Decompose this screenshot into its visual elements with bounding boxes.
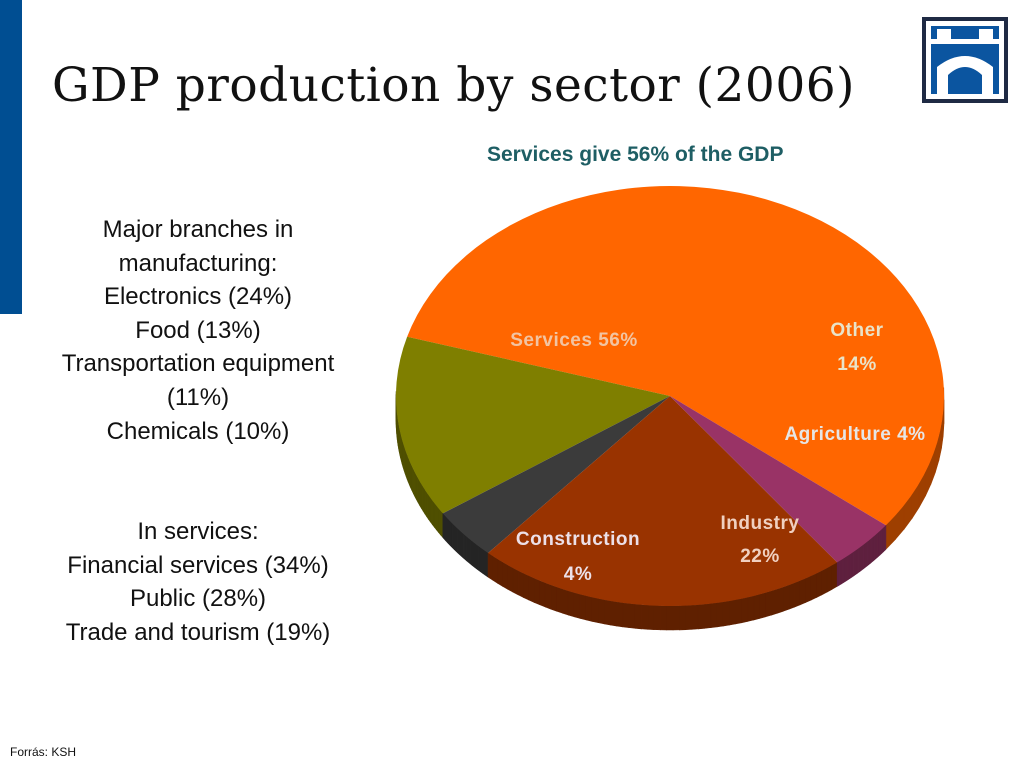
pie-side-industry <box>722 600 730 627</box>
pie-side-industry <box>497 558 503 587</box>
pie-side-industry <box>579 593 587 621</box>
pie-side-industry <box>672 605 680 631</box>
pie-side-industry <box>747 595 755 622</box>
pie-slice-other <box>396 336 670 514</box>
pie-side-industry <box>777 586 784 614</box>
pie-side-industry <box>634 603 642 630</box>
pie-side-industry <box>679 605 686 631</box>
accent-bar <box>0 0 22 314</box>
pie-side-industry <box>610 600 617 627</box>
pie-side-industry <box>685 605 693 630</box>
services-line: Trade and tourism (19%) <box>65 618 331 646</box>
services-breakdown-text: In services: Financial services (34%) Pu… <box>28 515 368 649</box>
pie-side-industry <box>799 577 806 606</box>
services-line: Public (28%) <box>129 585 267 613</box>
pie-side-industry <box>729 599 736 626</box>
pie-side-industry <box>782 584 790 612</box>
pie-side-industry <box>507 564 514 593</box>
pie-side-industry <box>759 592 766 619</box>
pie-side-industry <box>523 572 530 601</box>
pie-side-industry <box>628 603 636 629</box>
pie-side-industry <box>487 552 494 581</box>
pie-side-other <box>438 507 441 536</box>
slice-label-industry: Industry <box>721 513 800 534</box>
manufacturing-line: (11%) <box>166 383 230 411</box>
pie-side-industry <box>591 596 599 624</box>
chart-title: Services give 56% of the GDP <box>487 143 784 166</box>
pie-side-industry <box>492 555 499 584</box>
pie-side-industry <box>810 572 817 601</box>
pie-side-industry <box>805 575 812 603</box>
pie-side-industry <box>826 564 833 593</box>
slice-label-construction: 4% <box>564 564 592 585</box>
pie-side-industry <box>710 602 718 629</box>
slice-label-other: Other <box>830 320 883 341</box>
pie-side-industry <box>666 605 674 631</box>
pie-side-industry <box>771 588 778 616</box>
pie-side-industry <box>517 570 524 598</box>
pie-side-industry <box>765 590 772 618</box>
pie-slice-services <box>407 185 945 526</box>
pie-side-industry <box>641 604 649 630</box>
pie-side-industry <box>735 598 742 625</box>
pie-side-industry <box>603 599 611 626</box>
pie-side-industry <box>573 592 581 619</box>
slice-label-agriculture: Agriculture 4% <box>784 424 925 445</box>
pie-side-industry <box>753 594 761 621</box>
pie-side-industry <box>512 567 519 596</box>
pie-side-industry <box>821 567 828 596</box>
manufacturing-line: Major branches in <box>102 216 294 243</box>
slice-label-services: Services 56% <box>510 330 638 351</box>
slice-label-industry: 22% <box>740 546 780 567</box>
manufacturing-line: Transportation equipment <box>61 350 335 378</box>
pie-side-industry <box>567 590 575 618</box>
pie-side-industry <box>622 602 630 628</box>
services-line: In services: <box>137 518 259 545</box>
pie-side-industry <box>528 575 535 603</box>
manufacturing-line: Chemicals (10%) <box>106 417 290 445</box>
pie-side-other <box>431 499 435 528</box>
pie-slice-agriculture <box>442 396 670 554</box>
manufacturing-line: Electronics (24%) <box>103 283 293 311</box>
pie-side-industry <box>691 604 699 630</box>
pie-side-industry <box>502 561 509 590</box>
bridge-logo-icon <box>922 17 1008 103</box>
pie-side-industry <box>831 561 838 590</box>
pie-side-other <box>436 504 439 534</box>
pie-slice-construction <box>670 396 886 563</box>
pie-side-industry <box>647 604 655 630</box>
pie-side-industry <box>716 601 724 628</box>
pie-side-industry <box>544 582 552 610</box>
manufacturing-line: manufacturing: <box>118 249 278 277</box>
slide-title: GDP production by sector (2006) <box>52 58 855 113</box>
pie-side-industry <box>533 577 540 606</box>
pie-side-construction <box>884 524 887 551</box>
pie-side-industry <box>704 603 712 629</box>
pie-side-industry <box>556 586 563 614</box>
pie-side-industry <box>794 580 801 608</box>
pie-side-industry <box>660 605 668 631</box>
manufacturing-branches-text: Major branches in manufacturing: Electro… <box>28 213 368 448</box>
pie-side-industry <box>816 570 823 598</box>
pie-side-industry <box>741 597 749 624</box>
pie-side-industry <box>562 588 569 616</box>
pie-side-industry <box>616 601 624 628</box>
pie-slice-industry <box>488 396 838 606</box>
pie-side-industry <box>653 605 661 631</box>
pie-side-industry <box>788 582 795 610</box>
pie-side-other <box>440 510 444 539</box>
manufacturing-line: Food (13%) <box>135 316 261 344</box>
pie-side-industry <box>597 598 605 625</box>
pie-side-industry <box>697 603 705 630</box>
slice-label-other: 14% <box>837 354 877 375</box>
slice-label-construction: Construction <box>516 529 640 550</box>
pie-side-other <box>433 502 437 531</box>
source-note: Forrás: KSH <box>10 745 77 759</box>
services-line: Financial services (34%) <box>67 551 329 579</box>
pie-side-industry <box>585 595 593 622</box>
pie-side-industry <box>539 580 546 608</box>
pie-side-industry <box>550 584 557 612</box>
